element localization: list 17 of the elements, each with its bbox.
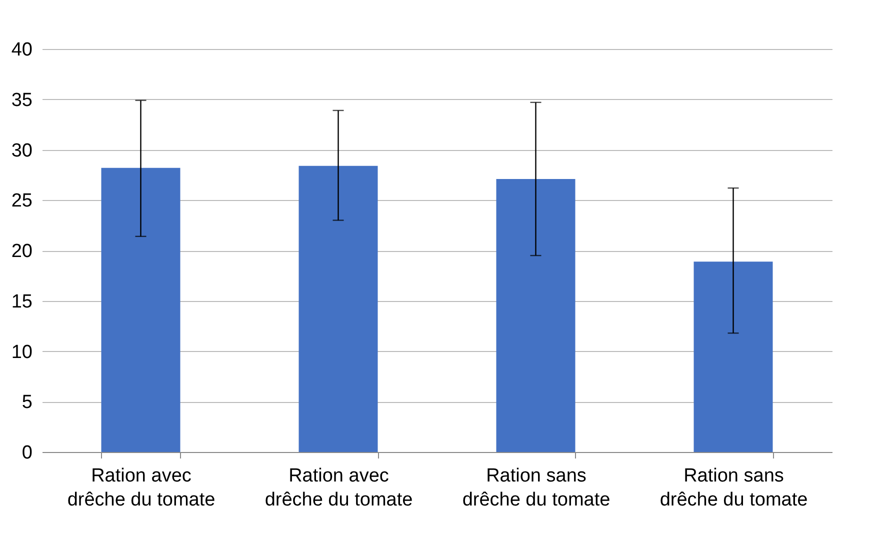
y-tick-label: 40 [11,40,32,60]
bar [694,262,773,452]
bar [101,168,180,452]
x-tick-label: Ration avec drêche du tomate [67,466,216,510]
y-tick-label: 15 [11,291,32,312]
y-tick-label: 25 [11,190,32,212]
x-tick-label: Ration sans drêche du tomate [462,466,610,510]
bar [496,178,576,452]
y-tick-label: 0 [22,442,32,464]
y-tick-label: 5 [22,392,32,414]
y-tick-label: 30 [11,140,32,162]
x-tick-label: Ration avec drêche du tomate [264,466,413,510]
y-tick-label: 10 [11,342,32,363]
y-tick-label: 35 [11,90,32,111]
x-tick-label: Ration sans drêche du tomate [660,466,808,510]
bar [298,166,378,452]
y-tick-label: 20 [11,241,32,262]
